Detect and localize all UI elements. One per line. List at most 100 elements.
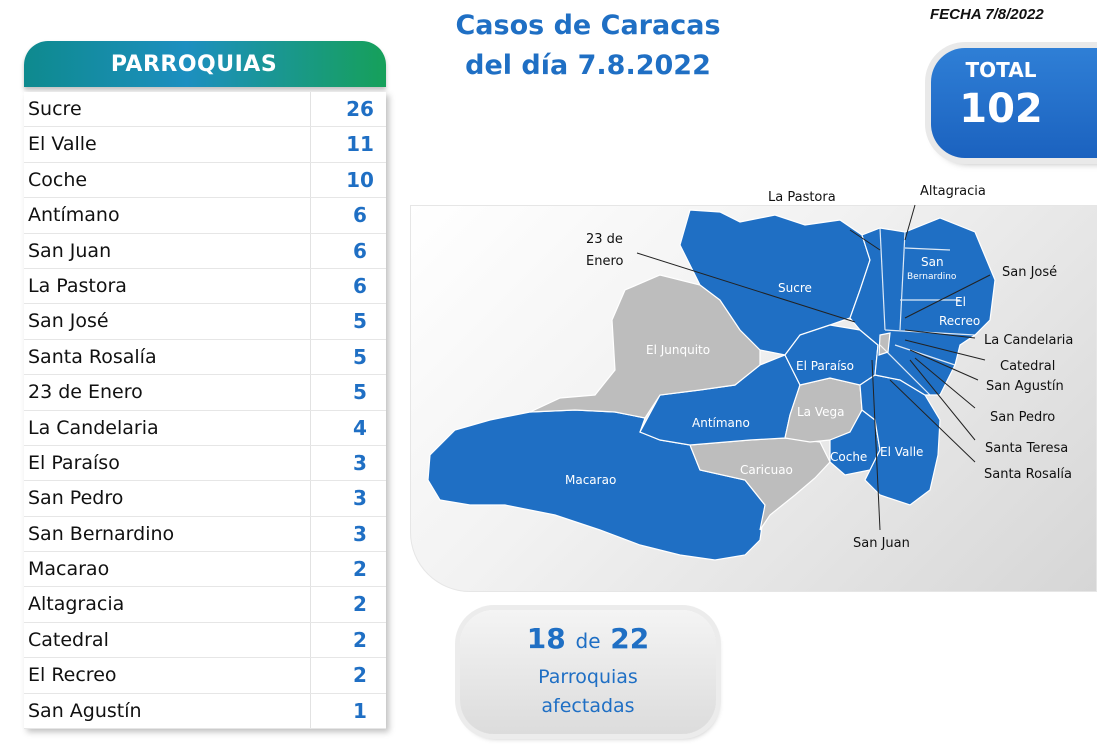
- column-divider: [310, 445, 311, 481]
- parish-name: Coche: [28, 168, 88, 191]
- parish-name: Altagracia: [28, 593, 125, 616]
- column-divider: [310, 410, 311, 445]
- parish-cases: 5: [353, 309, 367, 334]
- map-callout-labels: La Pastora Altagracia 23 de Enero San Jo…: [586, 184, 1073, 551]
- parish-cases: 26: [346, 97, 374, 121]
- table-row: El Recreo 2: [24, 658, 386, 694]
- table-row: San Juan 6: [24, 233, 386, 269]
- parish-name: La Pastora: [28, 274, 127, 297]
- parish-name: Antímano: [28, 204, 120, 227]
- parish-name: El Recreo: [28, 664, 117, 687]
- table-row: Sucre 26: [24, 92, 386, 128]
- parish-cases: 10: [346, 167, 374, 192]
- title-line-1: Casos de Caracas: [455, 10, 721, 41]
- parish-name: 23 de Enero: [28, 381, 143, 404]
- callout-catedral: Catedral: [1000, 359, 1055, 374]
- table-row: San Pedro 3: [24, 481, 386, 517]
- callout-lines: [636, 204, 991, 531]
- parish-cases: 4: [353, 415, 367, 440]
- parish-name: Catedral: [28, 628, 109, 651]
- parish-cases: 6: [353, 273, 367, 298]
- label-macarao: Macarao: [565, 473, 616, 487]
- parish-cases: 5: [353, 344, 367, 369]
- total-box: TOTAL 102: [931, 48, 1097, 158]
- parish-cases: 3: [353, 486, 367, 511]
- total-label: TOTAL: [965, 58, 1037, 82]
- label-antimano: Antímano: [692, 416, 750, 430]
- callout-san-jose: San José: [1002, 265, 1057, 280]
- affected-box: 18 de 22 Parroquias afectadas: [460, 610, 716, 734]
- label-el-paraiso: El Paraíso: [796, 359, 854, 373]
- table-row: San Bernardino 3: [24, 516, 386, 553]
- label-caricuao: Caricuao: [740, 463, 793, 477]
- parish-cases: 2: [353, 557, 367, 582]
- parish-name: Santa Rosalía: [28, 345, 157, 368]
- parish-cases: 1: [353, 698, 367, 723]
- callout-altagracia: Altagracia: [920, 184, 986, 199]
- affected-total: 22: [610, 622, 650, 655]
- map-inner-labels: Sucre El Junquito El Paraíso Antímano La…: [565, 255, 980, 487]
- affected-connector: de: [575, 629, 601, 653]
- callout-23-de-enero-2: Enero: [586, 254, 624, 269]
- parish-name: Macarao: [28, 558, 110, 581]
- label-el-recreo-1: El: [955, 295, 966, 309]
- parish-name: Sucre: [28, 98, 82, 120]
- column-divider: [310, 304, 311, 339]
- affected-count: 18: [526, 622, 566, 655]
- callout-santa-rosalia: Santa Rosalía: [984, 467, 1072, 482]
- label-san-bernardino-1: San: [921, 255, 944, 269]
- parish-cases: 3: [353, 521, 367, 546]
- column-divider: [310, 198, 311, 233]
- parish-name: San Pedro: [28, 487, 124, 510]
- map-regions: [427, 209, 996, 561]
- region-grey-patch: [878, 332, 891, 356]
- callout-la-pastora: La Pastora: [768, 190, 836, 205]
- callout-la-candelaria: La Candelaria: [984, 333, 1073, 348]
- title-line-2: del día 7.8.2022: [465, 50, 711, 81]
- page-title: Casos de Caracas del día 7.8.2022: [418, 6, 758, 86]
- label-sucre: Sucre: [778, 281, 812, 295]
- table-row: Antímano 6: [24, 198, 386, 234]
- callout-san-pedro: San Pedro: [990, 410, 1055, 425]
- parish-name: San Juan: [28, 239, 112, 262]
- table-row: San Agustín 1: [24, 693, 386, 730]
- affected-count-line: 18 de 22: [460, 622, 716, 655]
- callout-23-de-enero-1: 23 de: [586, 232, 623, 247]
- column-divider: [310, 268, 311, 304]
- column-divider: [310, 375, 311, 410]
- table-row: Santa Rosalía 5: [24, 339, 386, 376]
- table-row: El Valle 11: [24, 127, 386, 163]
- parish-cases: 11: [346, 132, 374, 157]
- date-label: FECHA 7/8/2022: [930, 6, 1044, 23]
- parish-cases: 5: [353, 380, 367, 405]
- total-value: 102: [959, 86, 1043, 132]
- column-divider: [310, 339, 311, 375]
- table-row: Coche 10: [24, 162, 386, 199]
- parish-table: Sucre 26 El Valle 11 Coche 10 Antímano 6 San Jua…: [24, 92, 386, 730]
- label-el-recreo-2: Recreo: [939, 314, 980, 328]
- table-row: San José 5: [24, 304, 386, 340]
- callout-san-juan: San Juan: [853, 536, 910, 551]
- parish-cases: 3: [353, 450, 367, 475]
- column-divider: [310, 481, 311, 516]
- column-divider: [310, 233, 311, 268]
- column-divider: [310, 587, 311, 622]
- column-divider: [310, 552, 311, 587]
- parish-cases: 2: [353, 663, 367, 688]
- column-divider: [310, 162, 311, 198]
- table-row: Altagracia 2: [24, 587, 386, 623]
- callout-san-agustin: San Agustín: [986, 379, 1064, 394]
- label-el-valle: El Valle: [880, 445, 923, 459]
- table-header-label: PARROQUIAS: [110, 52, 278, 77]
- table-row: Macarao 2: [24, 552, 386, 588]
- parish-name: San Bernardino: [28, 522, 175, 545]
- parish-name: El Paraíso: [28, 451, 120, 474]
- table-row: 23 de Enero 5: [24, 375, 386, 411]
- affected-line-3: afectadas: [541, 695, 635, 717]
- label-el-junquito: El Junquito: [646, 343, 710, 357]
- parish-name: El Valle: [28, 133, 97, 156]
- column-divider: [310, 92, 311, 127]
- table-row: Catedral 2: [24, 622, 386, 659]
- column-divider: [310, 516, 311, 552]
